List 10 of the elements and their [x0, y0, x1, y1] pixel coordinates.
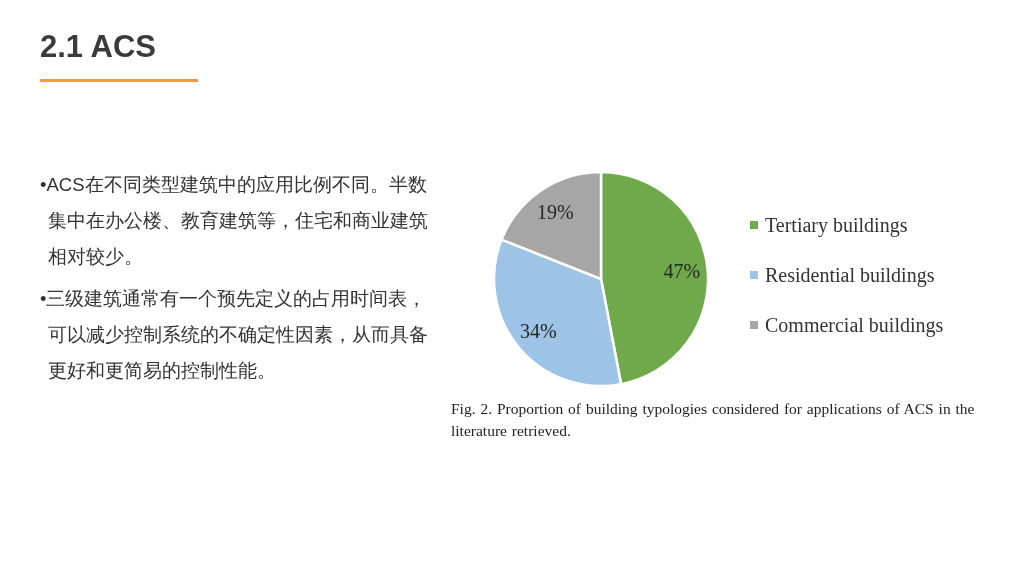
data-label: 47% — [663, 260, 701, 283]
legend-label: Tertiary buildings — [765, 213, 908, 237]
text: 2.1 ACS — [40, 28, 157, 66]
data-label: 19% — [536, 200, 574, 223]
text: •三级建筑通常有一个预先定义的占用时间表，可以减少控制系统的不确定性因素，从而具备更好和更简易的控制性能。 — [40, 287, 429, 383]
caption: Fig. 2. Proportion of building typologies considered for applications of ACS in the literature retrieved. — [451, 399, 976, 441]
legend-label: Commercial buildings — [765, 313, 944, 337]
legend-label: Residential buildings — [765, 263, 935, 287]
text: •ACS在不同类型建筑中的应用比例不同。半数集中在办公楼、教育建筑等，住宅和商业建筑相对较少。 — [40, 173, 429, 269]
data-label: 34% — [520, 319, 557, 342]
